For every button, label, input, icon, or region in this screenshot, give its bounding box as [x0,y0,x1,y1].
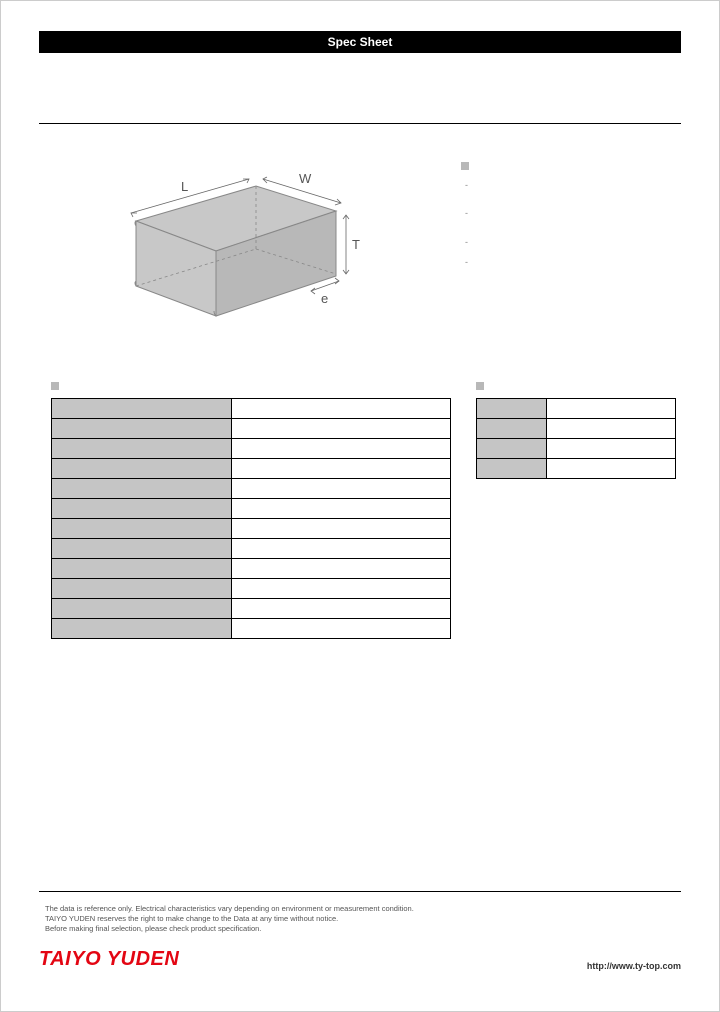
page-title: Spec Sheet [328,35,393,49]
feature-item: - [461,255,671,269]
square-bullet-icon [51,382,59,390]
table-row [52,559,451,579]
dimension-table [476,398,676,479]
table-row [52,599,451,619]
spec-table [51,398,451,639]
feature-item: - [461,235,671,249]
component-diagram: L W T e [101,161,361,341]
table-row [52,519,451,539]
table-row [52,539,451,559]
spec-sheet-page: Spec Sheet L W [0,0,720,1012]
table-row [477,399,676,419]
footer-divider [39,891,681,892]
table-row [52,479,451,499]
page-title-bar: Spec Sheet [39,31,681,53]
table-row [52,619,451,639]
side-spec-table [476,381,676,479]
main-spec-table [51,381,451,639]
dim-label-T: T [352,237,360,252]
dim-label-e: e [321,291,328,306]
square-bullet-icon [476,382,484,390]
table-row [52,419,451,439]
table-row [477,459,676,479]
company-logo: TAIYO YUDEN [39,948,179,971]
table-row [52,399,451,419]
table-row [52,579,451,599]
table-row [52,459,451,479]
features-section: - - - - [461,161,671,270]
feature-item: - [461,206,671,220]
dim-label-L: L [181,179,188,194]
dim-label-W: W [299,171,312,186]
divider-top [39,123,681,124]
square-bullet-icon [461,162,469,170]
company-url: http://www.ty-top.com [587,961,681,971]
footer: The data is reference only. Electrical c… [39,891,681,971]
table-row [52,499,451,519]
table-row [52,439,451,459]
table-row [477,439,676,459]
table-row [477,419,676,439]
disclaimer-text: The data is reference only. Electrical c… [39,904,681,934]
feature-item: - [461,178,671,192]
